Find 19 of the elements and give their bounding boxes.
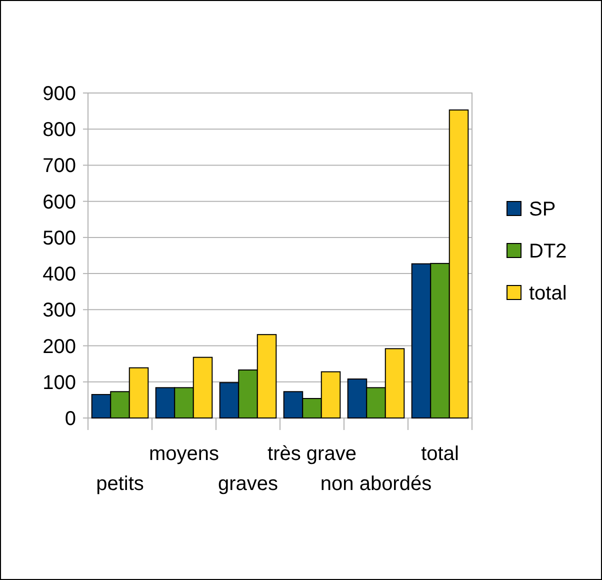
y-tick-label: 400 (42, 264, 76, 286)
x-tick-label: non abordés (320, 473, 432, 495)
y-tick-label: 200 (42, 336, 76, 358)
legend-label: total (529, 282, 567, 304)
legend-label: DT2 (529, 240, 567, 262)
y-tick-label: 600 (42, 191, 76, 214)
x-tick-label: moyens (148, 443, 220, 465)
y-tick-label: 800 (42, 119, 76, 142)
x-tick-label: total (421, 443, 459, 465)
legend-label: SP (529, 198, 556, 220)
x-tick-label: petits (96, 473, 144, 495)
y-tick-label: 700 (42, 155, 76, 178)
y-tick-label: 0 (64, 408, 76, 430)
x-tick-label: très grave (268, 443, 356, 465)
y-tick-label: 500 (42, 227, 76, 250)
y-tick-label: 900 (42, 83, 76, 105)
x-tick-label: graves (218, 473, 278, 495)
y-tick-label: 300 (42, 300, 76, 322)
y-tick-label: 100 (42, 372, 76, 394)
